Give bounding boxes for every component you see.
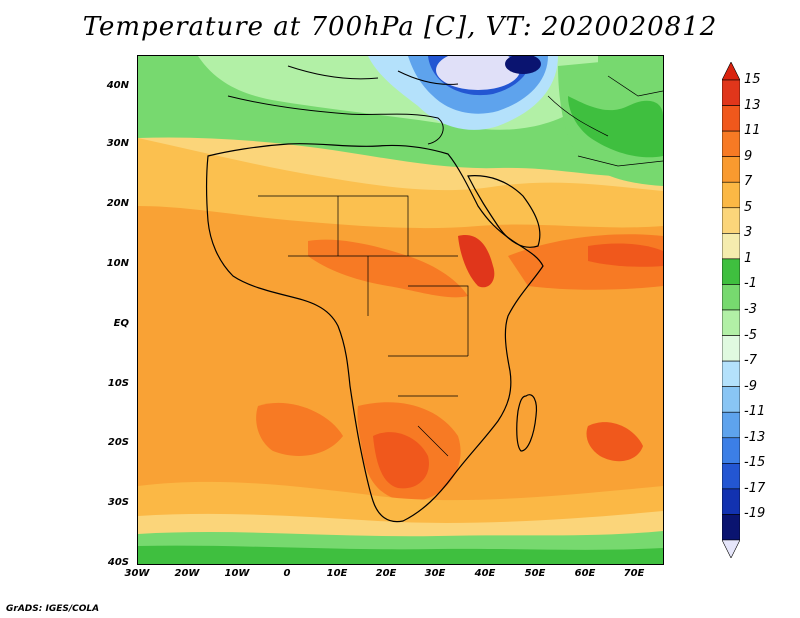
lat-label-eq: EQ — [113, 318, 129, 329]
colorbar-label: -7 — [744, 353, 757, 369]
cold-core — [436, 56, 520, 90]
colorbar-label: -9 — [744, 378, 757, 394]
colorbar-label: 11 — [744, 123, 761, 139]
south-band-3c — [138, 545, 663, 564]
asia-borders — [547, 75, 663, 167]
colorbar-label: 9 — [744, 148, 753, 164]
colorbar-swatch — [722, 514, 740, 541]
colorbar-label: -19 — [744, 506, 766, 522]
lat-label-20n: 20N — [106, 198, 129, 209]
temperature-field — [138, 56, 663, 564]
lon-label-50e: 50E — [524, 568, 546, 579]
colorbar-swatch — [722, 437, 740, 464]
hot-south-atlantic — [256, 402, 343, 456]
colorbar-swatch — [722, 207, 740, 234]
hot-kalahari — [373, 432, 429, 489]
colorbar-swatch — [722, 233, 740, 260]
lat-label-40s: 40S — [107, 557, 129, 568]
colorbar-label: 15 — [744, 72, 761, 87]
europe-coastline — [227, 65, 459, 145]
colorbar-swatch — [722, 411, 740, 439]
madagascar-coastline — [516, 394, 538, 452]
colorbar-swatch — [722, 156, 740, 183]
lon-label-0: 0 — [283, 568, 291, 579]
lon-label-10w: 10W — [224, 568, 250, 579]
lon-label-30w: 30W — [124, 568, 150, 579]
colorbar-label: 7 — [744, 174, 753, 190]
lat-label-40n: 40N — [106, 80, 129, 91]
colorbar-label: -5 — [744, 327, 757, 343]
colorbar-label: 1 — [744, 250, 753, 266]
colorbar-label: 13 — [744, 97, 761, 113]
lon-label-40e: 40E — [474, 568, 496, 579]
colorbar-swatch — [722, 130, 740, 157]
colorbar-swatch — [722, 360, 740, 387]
colorbar — [722, 62, 740, 558]
lat-label-30s: 30S — [107, 497, 129, 508]
credit-text: GrADS: IGES/COLA — [6, 604, 100, 614]
lon-label-60e: 60E — [574, 568, 596, 579]
colorbar-label: 5 — [744, 199, 753, 215]
map-title: Temperature at 700hPa [C], VT: 202002081… — [82, 12, 718, 42]
colorbar-label: -1 — [744, 276, 757, 292]
colorbar-swatch — [722, 488, 740, 515]
colorbar-label: 3 — [744, 225, 753, 241]
colorbar-swatch — [722, 181, 740, 209]
lon-label-30e: 30E — [424, 568, 446, 579]
colorbar-swatch — [722, 386, 740, 413]
colorbar-swatch — [722, 309, 740, 336]
colorbar-swatch — [722, 105, 740, 132]
africa-coastline — [205, 143, 544, 523]
east-green-dark — [568, 96, 663, 158]
colorbar-swatch — [722, 258, 740, 285]
country-borders — [258, 195, 469, 457]
hot-madagascar-east — [586, 422, 643, 462]
colorbar-swatch — [722, 79, 740, 106]
hot-sahel — [308, 239, 468, 298]
hot-ethiopia — [458, 235, 495, 288]
lon-label-10e: 10E — [326, 568, 348, 579]
lat-label-30n: 30N — [106, 138, 129, 149]
hot-core-east — [588, 243, 663, 267]
lat-label-10s: 10S — [107, 378, 129, 389]
colorbar-top-arrow — [722, 62, 740, 81]
colorbar-label: -13 — [744, 429, 766, 445]
lat-label-10n: 10N — [106, 258, 129, 269]
colorbar-label: -3 — [744, 302, 757, 317]
colorbar-bottom-arrow — [722, 539, 740, 558]
coldest-core — [505, 56, 541, 74]
colorbar-label: -17 — [744, 480, 766, 496]
lon-label-70e: 70E — [623, 568, 645, 579]
lat-label-20s: 20S — [107, 437, 129, 448]
band-7c — [138, 138, 663, 229]
map-panel — [137, 55, 664, 565]
colorbar-label: -11 — [744, 404, 766, 420]
colorbar-swatch — [722, 335, 740, 362]
lon-label-20w: 20W — [174, 568, 200, 579]
colorbar-label: -15 — [744, 455, 766, 471]
lon-label-20e: 20E — [375, 568, 397, 579]
arabia-coastline — [467, 175, 541, 248]
colorbar-swatch — [722, 463, 740, 490]
colorbar-swatch — [722, 284, 740, 311]
